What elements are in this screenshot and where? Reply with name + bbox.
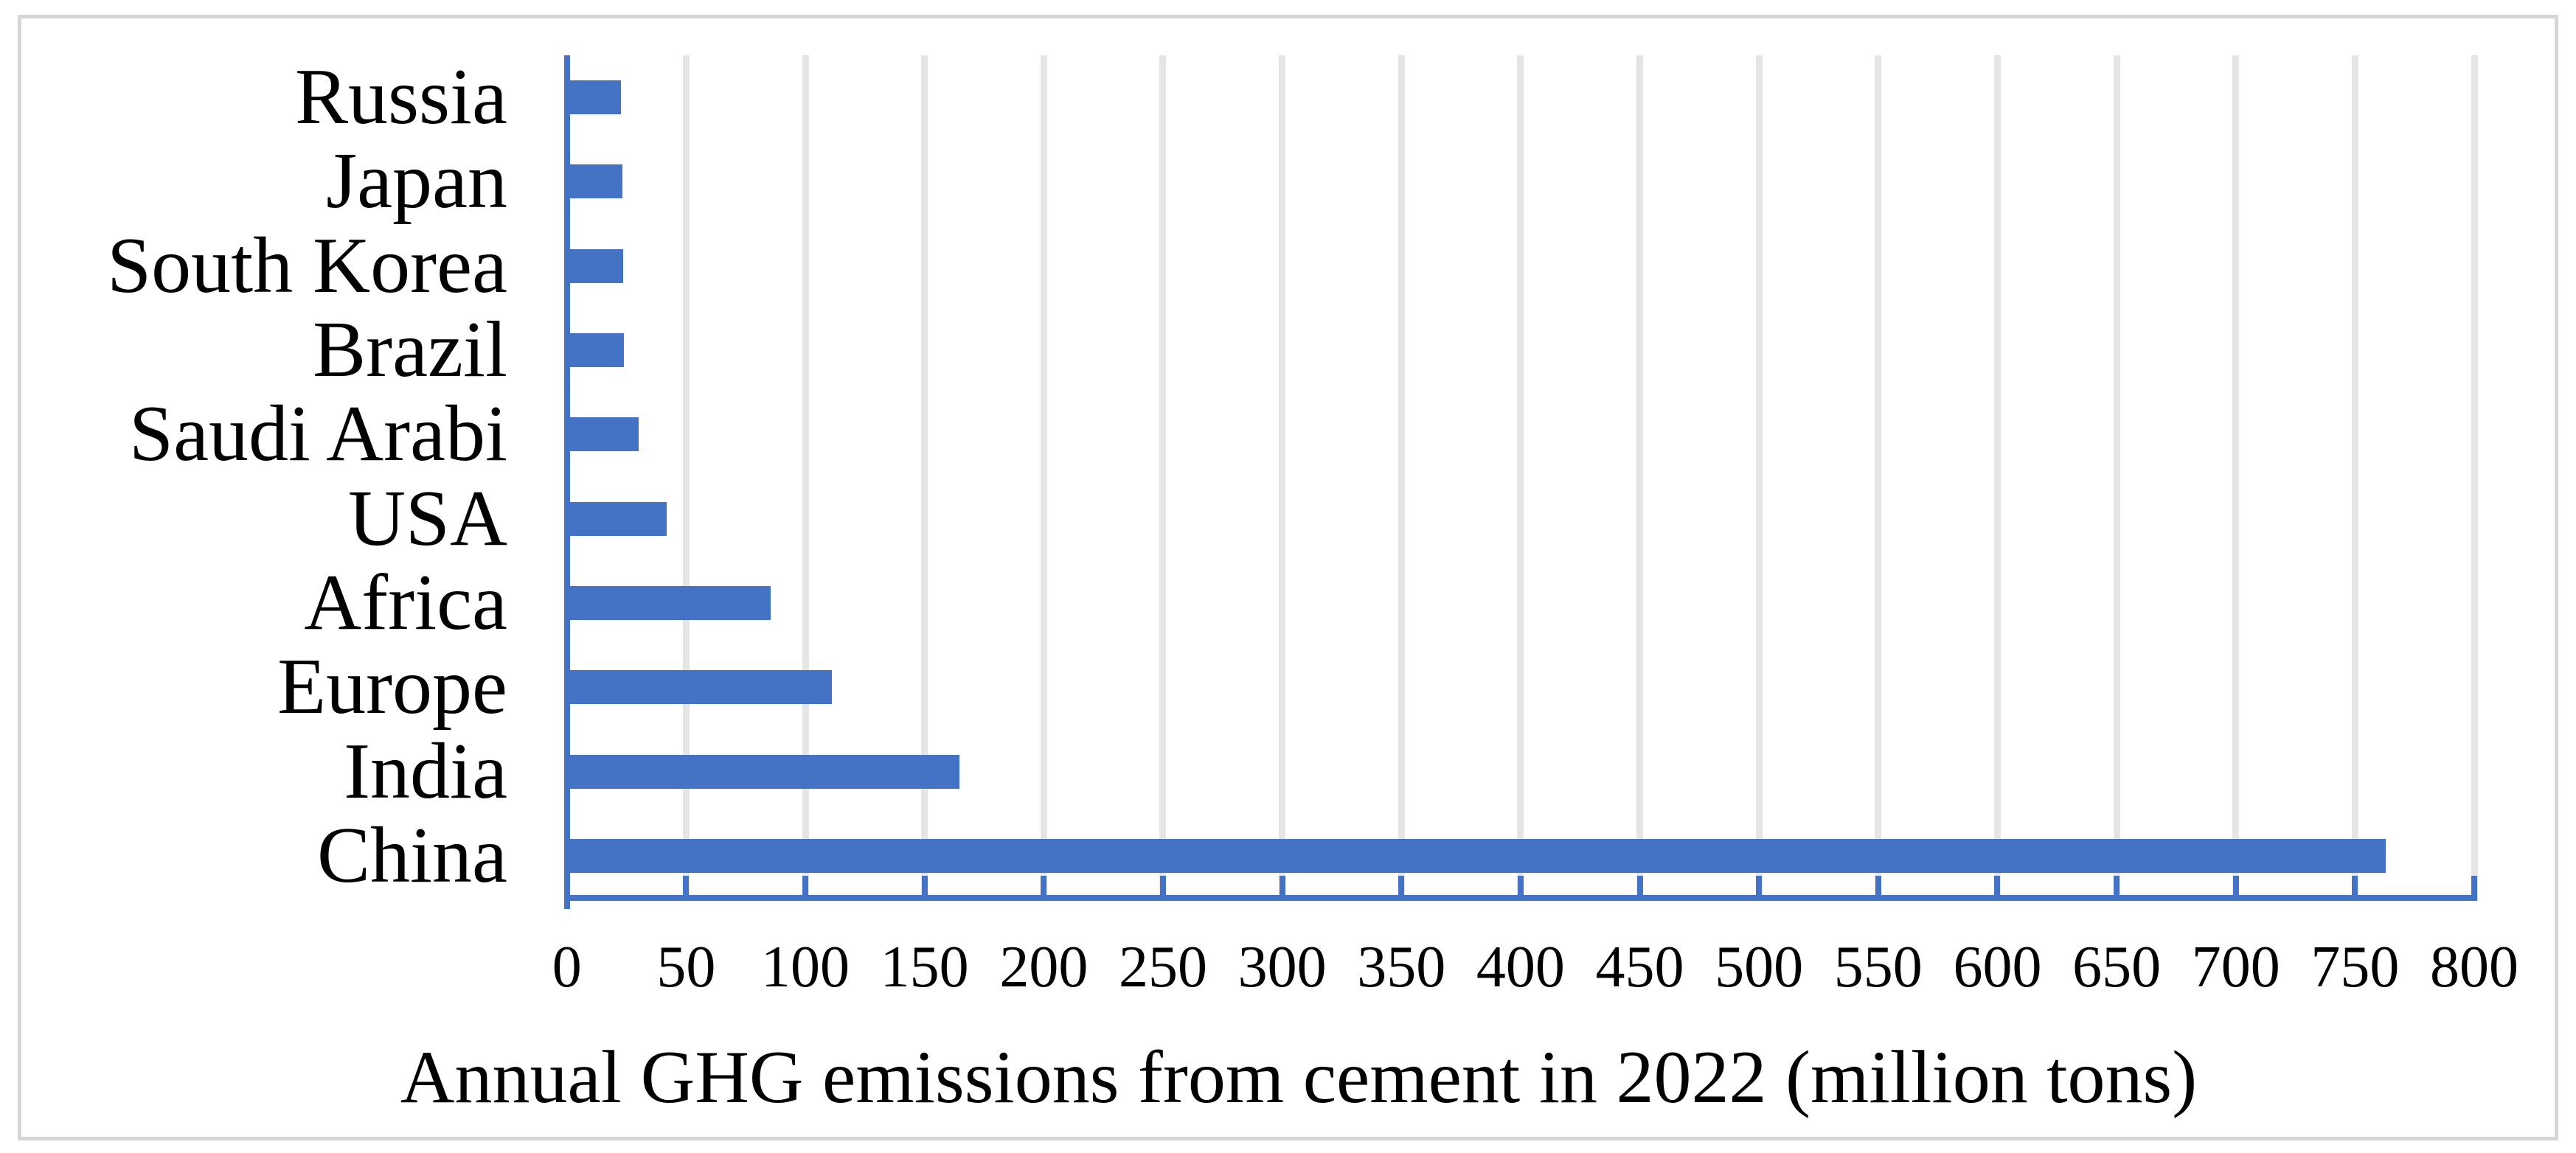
x-axis-tick-750 (2352, 876, 2358, 895)
x-tick-label-200: 200 (999, 935, 1089, 1000)
gridline-750 (2351, 55, 2358, 901)
category-label-saudi-arabi: Saudi Arabi (129, 390, 507, 478)
x-tick-label-400: 400 (1476, 935, 1565, 1000)
gridline-100 (802, 55, 809, 901)
bar-usa (566, 501, 667, 536)
gridline-550 (1875, 55, 1882, 901)
x-axis-tick-550 (1875, 876, 1881, 895)
x-axis-tick-350 (1398, 876, 1405, 895)
x-axis-tick-400 (1517, 876, 1524, 895)
x-axis-tick-800 (2471, 876, 2477, 895)
gridline-500 (1755, 55, 1763, 901)
x-axis-line (563, 895, 2477, 901)
x-tick-label-500: 500 (1715, 935, 1804, 1000)
x-tick-label-650: 650 (2072, 935, 2162, 1000)
x-tick-label-700: 700 (2191, 935, 2280, 1000)
category-label-brazil: Brazil (313, 306, 507, 394)
x-tick-label-600: 600 (1953, 935, 2042, 1000)
x-tick-label-150: 150 (880, 935, 969, 1000)
x-tick-label-0: 0 (552, 935, 582, 1000)
category-label-india: India (344, 727, 507, 815)
category-label-usa: USA (347, 474, 507, 562)
x-axis-tick-700 (2232, 876, 2239, 895)
x-axis-tick-250 (1159, 876, 1166, 895)
figure-border (18, 15, 2558, 1140)
x-axis-tick-450 (1636, 876, 1643, 895)
x-tick-label-450: 450 (1595, 935, 1684, 1000)
gridline-400 (1517, 55, 1524, 901)
x-tick-label-50: 50 (656, 935, 716, 1000)
gridline-350 (1398, 55, 1405, 901)
x-axis-tick-650 (2114, 876, 2120, 895)
gridline-650 (2113, 55, 2120, 901)
bar-saudi-arabi (566, 417, 639, 452)
category-label-china: China (317, 811, 507, 899)
gridline-700 (2232, 55, 2240, 901)
x-tick-label-800: 800 (2430, 935, 2518, 1000)
category-label-japan: Japan (326, 137, 507, 226)
category-label-europe: Europe (277, 643, 507, 731)
x-axis-tick-300 (1279, 876, 1285, 895)
x-axis-tick-150 (921, 876, 928, 895)
x-tick-label-300: 300 (1237, 935, 1327, 1000)
x-tick-label-350: 350 (1357, 935, 1446, 1000)
x-axis-tick-100 (802, 876, 809, 895)
x-tick-label-550: 550 (1833, 935, 1923, 1000)
x-axis-tick-500 (1756, 876, 1763, 895)
x-axis-tick-50 (683, 876, 690, 895)
gridline-50 (682, 55, 690, 901)
category-label-russia: Russia (294, 53, 507, 142)
bar-africa (566, 585, 771, 620)
category-label-south-korea: South Korea (107, 221, 507, 310)
bar-brazil (566, 333, 625, 368)
x-axis-tick-600 (1994, 876, 2001, 895)
gridline-450 (1636, 55, 1644, 901)
gridline-300 (1279, 55, 1286, 901)
x-tick-label-750: 750 (2311, 935, 2400, 1000)
bar-china (566, 838, 2386, 873)
gridline-200 (1040, 55, 1047, 901)
category-label-africa: Africa (304, 558, 507, 647)
gridline-800 (2471, 55, 2478, 901)
x-axis-tick-200 (1041, 876, 1047, 895)
y-axis-line (563, 55, 570, 909)
bar-japan (566, 164, 623, 199)
gridline-150 (921, 55, 928, 901)
x-tick-label-100: 100 (761, 935, 850, 1000)
gridline-600 (1993, 55, 2001, 901)
bar-europe (566, 670, 832, 705)
bar-russia (566, 80, 622, 115)
x-tick-label-250: 250 (1118, 935, 1207, 1000)
x-axis-title: Annual GHG emissions from cement in 2022… (400, 1036, 2198, 1119)
gridline-250 (1159, 55, 1167, 901)
bar-south-korea (566, 248, 624, 283)
bar-india (566, 754, 959, 789)
